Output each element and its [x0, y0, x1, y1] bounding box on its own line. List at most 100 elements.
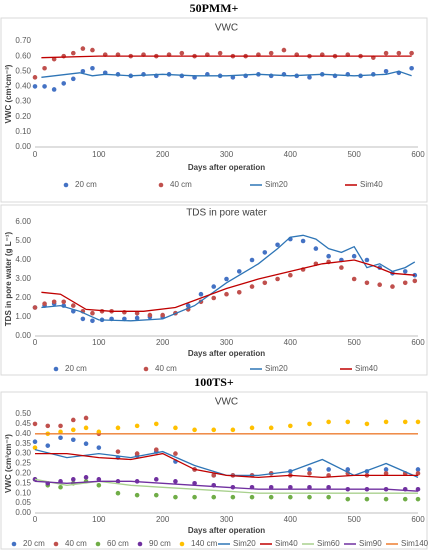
point [326, 484, 331, 490]
point [262, 280, 268, 286]
point [42, 65, 47, 71]
point [160, 312, 165, 318]
point [364, 496, 370, 502]
point [58, 429, 63, 435]
point [307, 494, 312, 500]
point [402, 419, 408, 425]
point [268, 494, 274, 500]
point [326, 467, 331, 472]
point [173, 425, 178, 431]
point [249, 425, 255, 431]
point [32, 439, 38, 445]
legend-swatch [137, 541, 143, 547]
line [34, 480, 419, 492]
point [217, 50, 223, 56]
point [339, 265, 344, 270]
point [249, 494, 255, 500]
point [383, 68, 389, 74]
point [42, 84, 47, 89]
point [288, 272, 293, 278]
x-tick-label: 300 [220, 515, 234, 524]
point [326, 494, 331, 500]
point [32, 84, 38, 89]
section-heading: 50PMM+ [190, 1, 239, 15]
point [134, 310, 140, 316]
point [268, 484, 274, 490]
point [90, 65, 95, 71]
legend-label: Sim140 [401, 539, 428, 548]
point [90, 310, 95, 316]
point [211, 284, 217, 289]
point [32, 421, 38, 427]
legend-swatch [53, 366, 59, 372]
point [412, 272, 418, 278]
y-tick-label: 0.30 [15, 97, 31, 106]
y-tick-label: 0.70 [15, 36, 31, 45]
legend-label: Sim20 [265, 364, 288, 373]
point [415, 471, 421, 476]
x-tick-label: 100 [92, 515, 106, 524]
point [115, 449, 121, 454]
y-axis-label: TDS in pore water (g L⁻¹) [4, 231, 13, 326]
point [409, 50, 414, 56]
y-tick-label: 0.10 [15, 127, 31, 136]
legend-swatch [179, 541, 185, 547]
point [275, 242, 280, 248]
point [236, 290, 242, 295]
legend-label: Sim40 [355, 364, 378, 373]
x-tick-label: 0 [33, 338, 38, 347]
legend-label: Sim90 [359, 539, 382, 548]
point [83, 441, 89, 447]
legend-swatch [53, 541, 59, 547]
x-tick-label: 400 [284, 338, 298, 347]
point [58, 423, 63, 429]
point [288, 423, 293, 429]
point [32, 75, 38, 80]
legend-label: Sim60 [317, 539, 340, 548]
point [96, 482, 102, 488]
legend-label: 40 cm [170, 180, 192, 189]
point [192, 481, 197, 486]
point [32, 445, 38, 450]
point [211, 427, 217, 433]
legend-swatch [11, 541, 17, 547]
point [415, 467, 421, 472]
chart-title: TDS in pore water [186, 208, 267, 219]
point [415, 419, 421, 425]
point [211, 473, 217, 478]
y-tick-label: 4.00 [15, 255, 31, 264]
line [34, 448, 419, 478]
y-tick-label: 6.00 [15, 217, 31, 226]
point [326, 253, 331, 259]
y-tick-label: 0.40 [15, 82, 31, 91]
point [364, 280, 370, 286]
point [90, 318, 95, 324]
point [122, 309, 127, 315]
x-tick-label: 200 [156, 515, 170, 524]
point [383, 496, 389, 502]
x-tick-label: 500 [347, 150, 361, 159]
point [134, 451, 140, 456]
chart-title: VWC [215, 23, 238, 34]
point [230, 427, 236, 433]
point [153, 477, 159, 482]
y-tick-label: 0.20 [15, 469, 31, 478]
point [153, 447, 159, 452]
point [224, 276, 229, 282]
legend-label: Sim20 [265, 180, 288, 189]
point [192, 427, 197, 433]
y-tick-label: 0.00 [15, 142, 31, 151]
point [307, 75, 312, 80]
line [41, 259, 415, 312]
point [96, 477, 102, 482]
point [211, 295, 217, 301]
point [179, 50, 185, 56]
y-tick-label: 0.50 [15, 409, 31, 418]
point [58, 484, 63, 490]
point [377, 282, 383, 288]
x-tick-label: 500 [347, 338, 361, 347]
y-tick-label: 0.15 [15, 478, 31, 487]
point [90, 47, 95, 53]
point [383, 471, 389, 476]
x-tick-label: 100 [92, 338, 106, 347]
